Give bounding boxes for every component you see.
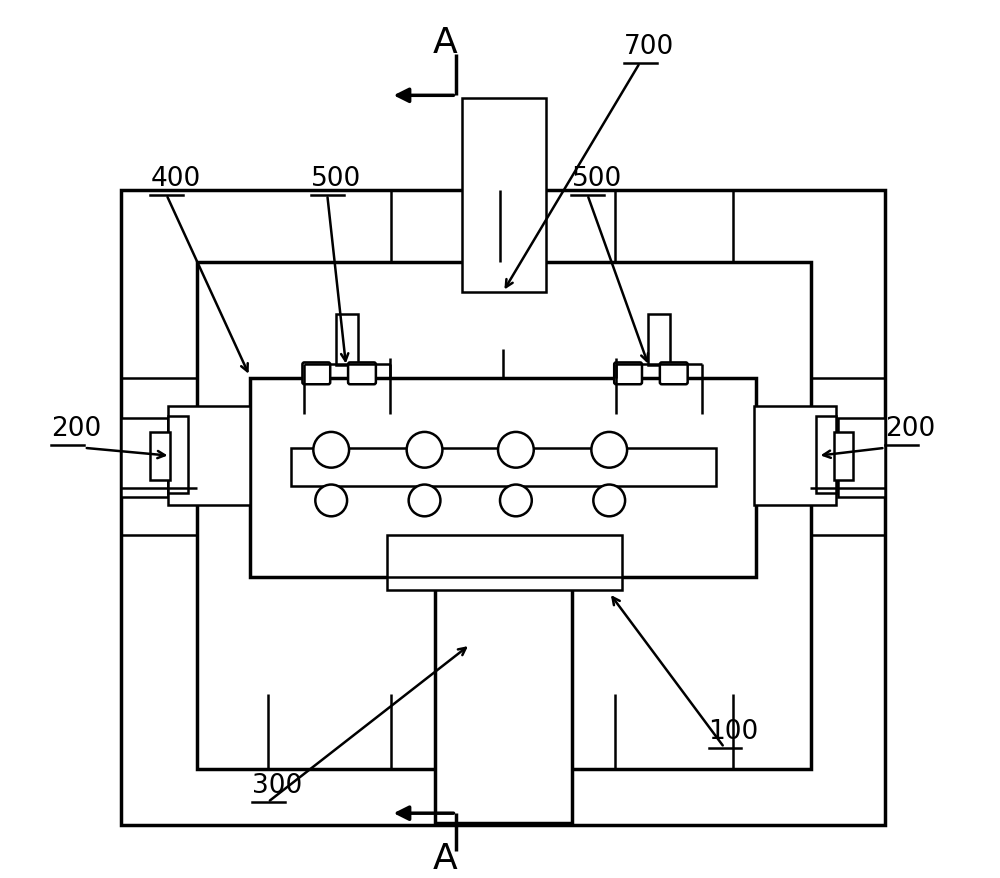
Text: 100: 100 (709, 718, 759, 744)
Text: 300: 300 (252, 773, 302, 798)
Bar (150, 433, 170, 480)
Bar (838, 419, 885, 498)
Circle shape (315, 485, 347, 517)
Text: 500: 500 (571, 165, 622, 191)
Bar (816, 416, 836, 494)
Circle shape (407, 433, 442, 468)
Text: A: A (433, 841, 458, 874)
Bar (462, 99, 546, 292)
Bar (291, 449, 716, 486)
Bar (435, 556, 572, 824)
Bar (197, 263, 811, 768)
Bar (168, 407, 250, 506)
FancyBboxPatch shape (348, 363, 376, 385)
Text: A: A (433, 25, 458, 60)
Circle shape (593, 485, 625, 517)
Bar (834, 433, 853, 480)
Text: 200: 200 (885, 415, 936, 442)
Circle shape (313, 433, 349, 468)
Text: 700: 700 (624, 33, 674, 60)
Bar (250, 379, 756, 577)
Circle shape (591, 433, 627, 468)
Bar (168, 416, 188, 494)
FancyBboxPatch shape (614, 363, 642, 385)
Bar (121, 419, 168, 498)
Bar (754, 407, 836, 506)
Bar (387, 536, 622, 590)
FancyBboxPatch shape (302, 363, 330, 385)
Text: 500: 500 (311, 165, 362, 191)
Circle shape (409, 485, 440, 517)
FancyBboxPatch shape (660, 363, 688, 385)
Circle shape (500, 485, 532, 517)
Bar (648, 314, 670, 366)
Text: 200: 200 (51, 415, 101, 442)
Circle shape (498, 433, 534, 468)
Text: 400: 400 (150, 165, 201, 191)
Bar (336, 314, 358, 366)
Bar (121, 191, 885, 825)
